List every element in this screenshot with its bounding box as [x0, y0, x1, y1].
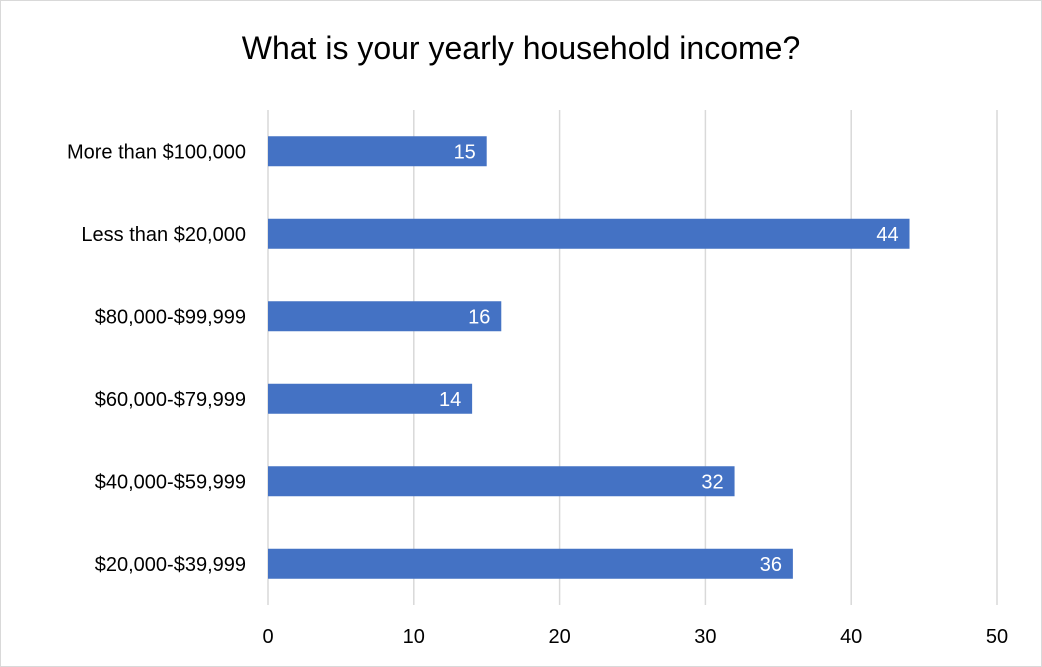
bar	[268, 548, 793, 579]
category-label: More than $100,000	[67, 141, 246, 163]
data-label: 14	[439, 389, 461, 411]
category-label: $80,000-$99,999	[95, 306, 246, 328]
data-labels: 15 44 16 14 32 36	[439, 141, 899, 576]
data-label: 44	[876, 224, 898, 246]
x-tick-label: 30	[694, 626, 716, 648]
x-tick-label: 10	[403, 626, 425, 648]
category-labels: More than $100,000 Less than $20,000 $80,0…	[67, 141, 246, 576]
category-label: $60,000-$79,999	[95, 389, 246, 411]
bar	[268, 218, 910, 249]
gridlines	[267, 110, 998, 605]
bar	[268, 466, 735, 497]
data-label: 32	[701, 471, 723, 493]
x-tick-label: 40	[840, 626, 862, 648]
bar	[268, 383, 473, 414]
data-label: 36	[760, 554, 782, 576]
x-tick-label: 20	[548, 626, 570, 648]
chart-title: What is your yearly household income?	[241, 30, 801, 66]
bars	[268, 136, 910, 579]
x-tick-label: 0	[262, 626, 273, 648]
category-label: Less than $20,000	[81, 224, 246, 246]
data-label: 15	[454, 141, 476, 163]
bar	[268, 136, 487, 167]
bar	[268, 301, 502, 332]
data-label: 16	[468, 306, 490, 328]
x-tick-labels: 0 10 20 30 40 50	[262, 626, 1008, 648]
x-tick-label: 50	[986, 626, 1008, 648]
category-label: $20,000-$39,999	[95, 554, 246, 576]
category-label: $40,000-$59,999	[95, 471, 246, 493]
